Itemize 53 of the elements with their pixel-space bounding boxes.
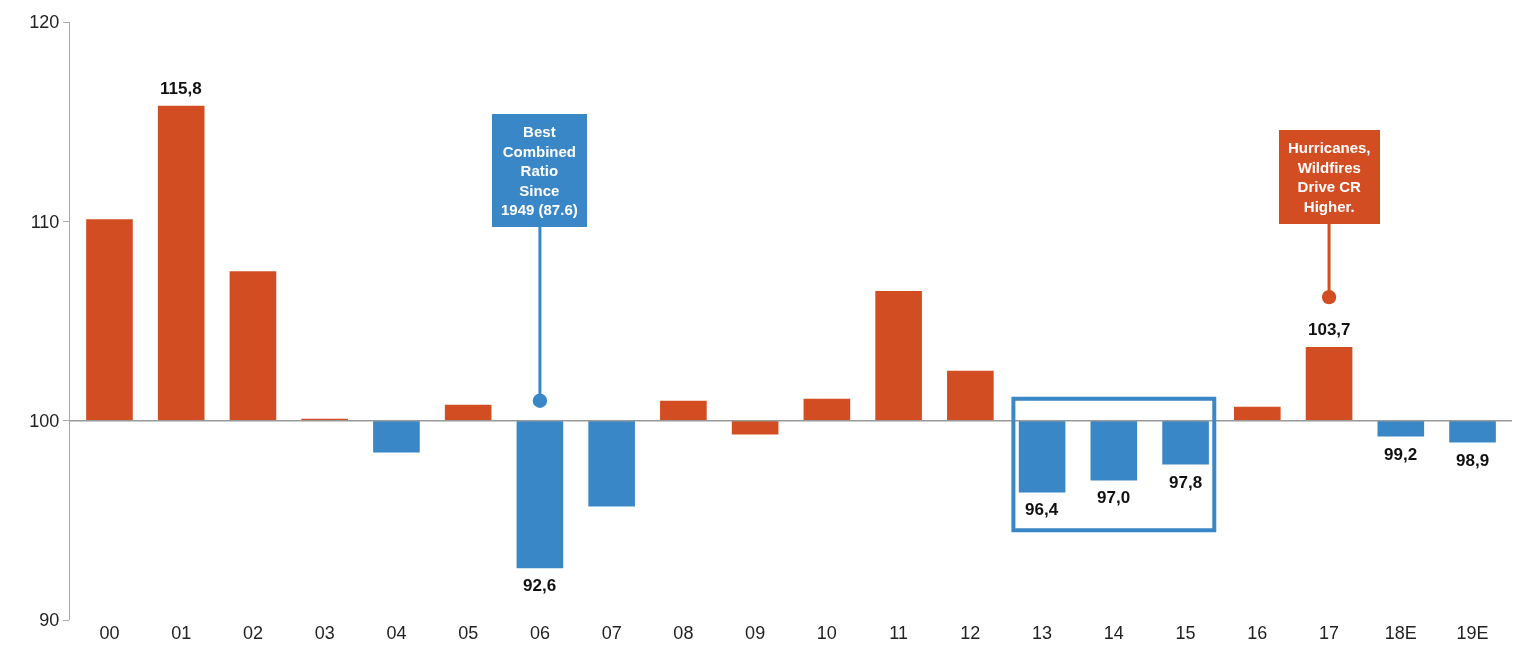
data-label: 99,2: [1384, 445, 1418, 464]
x-tick-label: 18E: [1384, 623, 1417, 643]
bar: [229, 271, 277, 421]
x-tick-label: 09: [745, 623, 766, 643]
bar: [157, 105, 205, 421]
data-label: 103,7: [1308, 320, 1351, 339]
y-tick-label: 110: [30, 211, 60, 232]
bar: [660, 400, 707, 421]
data-label: 115,8: [160, 79, 202, 98]
y-tick-label: 90: [39, 610, 60, 631]
x-tick-label: 16: [1247, 623, 1268, 643]
bar: [803, 398, 851, 421]
bar: [588, 420, 635, 507]
data-label: 92,6: [523, 576, 557, 595]
bar: [1305, 346, 1353, 421]
y-tick-label: 120: [29, 12, 60, 33]
bar: [1377, 420, 1425, 437]
x-tick-label: 00: [99, 623, 120, 643]
x-tick-label: 06: [529, 623, 550, 643]
x-tick-label: 08: [673, 623, 694, 643]
data-label: 96,4: [1025, 500, 1059, 519]
bar: [86, 219, 133, 421]
x-tick-label: 12: [960, 623, 981, 643]
bar: [1449, 420, 1496, 443]
data-label: 98,9: [1456, 451, 1490, 470]
bar: [947, 370, 994, 421]
x-tick-label: 03: [314, 623, 335, 643]
x-tick-label: 04: [386, 623, 407, 643]
bar: [875, 291, 922, 421]
bar: [1018, 420, 1066, 493]
x-tick-label: 10: [816, 623, 837, 643]
x-tick-label: 14: [1103, 623, 1124, 643]
bar: [373, 420, 420, 453]
bar: [1234, 406, 1281, 421]
annotation: Hurricanes, Wildfires Drive CR Higher.: [1288, 139, 1371, 215]
x-tick-label: 05: [458, 623, 479, 643]
x-tick-label: 15: [1175, 623, 1196, 643]
x-tick-label: 02: [242, 623, 263, 643]
x-tick-label: 17: [1319, 623, 1340, 643]
bar: [444, 404, 492, 421]
bar: [516, 420, 564, 569]
x-tick-label: 11: [889, 623, 908, 643]
x-tick-label: 13: [1032, 623, 1053, 643]
x-tick-label: 01: [171, 623, 192, 643]
bar: [1090, 420, 1138, 481]
x-tick-label: 19E: [1456, 623, 1489, 643]
x-tick-label: 07: [601, 623, 622, 643]
y-tick-label: 100: [29, 410, 60, 431]
bar: [1162, 420, 1209, 465]
data-label: 97,0: [1097, 488, 1131, 507]
annotation: Best Combined Ratio Since 1949 (87.6): [501, 123, 578, 218]
bar: [731, 420, 779, 435]
data-label: 97,8: [1169, 473, 1203, 492]
